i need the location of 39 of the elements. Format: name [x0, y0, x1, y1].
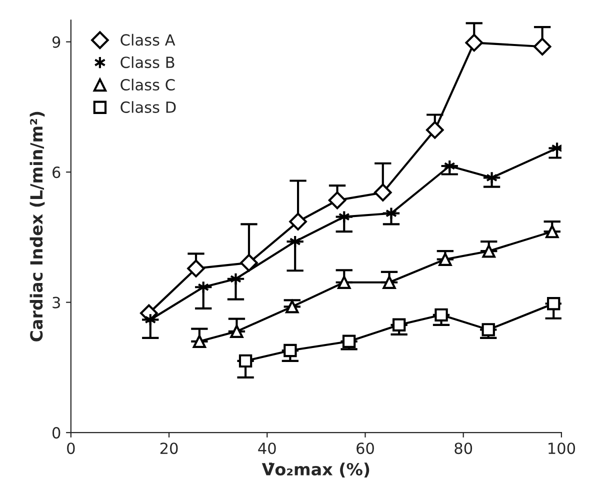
- x-tick-label: 0: [67, 442, 75, 454]
- point: [187, 260, 205, 278]
- y-tick-label: 3: [52, 296, 60, 308]
- point: [465, 34, 484, 52]
- point: [392, 318, 406, 332]
- x-tick-label: 80: [454, 442, 472, 454]
- point: [230, 324, 244, 338]
- x-tick-label: 20: [160, 442, 178, 454]
- point: [482, 244, 496, 258]
- legend-label: Class B: [120, 56, 174, 68]
- point: [240, 254, 258, 272]
- point: [533, 38, 552, 56]
- x-tick-label: 60: [356, 442, 374, 454]
- point: [438, 252, 452, 266]
- point: [374, 184, 392, 202]
- point: [238, 354, 252, 368]
- point: [328, 191, 346, 210]
- point: [289, 212, 307, 230]
- point: [284, 344, 297, 358]
- legend-label: Class D: [120, 101, 176, 113]
- point: [192, 334, 206, 348]
- x-axis-title: V̇o₂max (%): [262, 462, 370, 478]
- point: [382, 276, 396, 289]
- point: [286, 300, 299, 314]
- point: [338, 276, 351, 289]
- x-tick-label: 100: [548, 442, 576, 454]
- point: [546, 224, 559, 238]
- point: [426, 121, 444, 139]
- x-tick-label: 40: [258, 442, 276, 454]
- legend-label: Class A: [120, 34, 176, 46]
- point: [342, 334, 356, 348]
- point: [482, 323, 495, 336]
- legend-label: Class C: [120, 78, 175, 91]
- y-axis-title: Cardiac Index (L/min/m²): [30, 112, 45, 342]
- point: [547, 297, 560, 310]
- y-tick-label: 6: [52, 166, 60, 178]
- y-tick-label: 0: [52, 427, 60, 439]
- y-tick-label: 9: [52, 36, 60, 48]
- point: [434, 308, 448, 322]
